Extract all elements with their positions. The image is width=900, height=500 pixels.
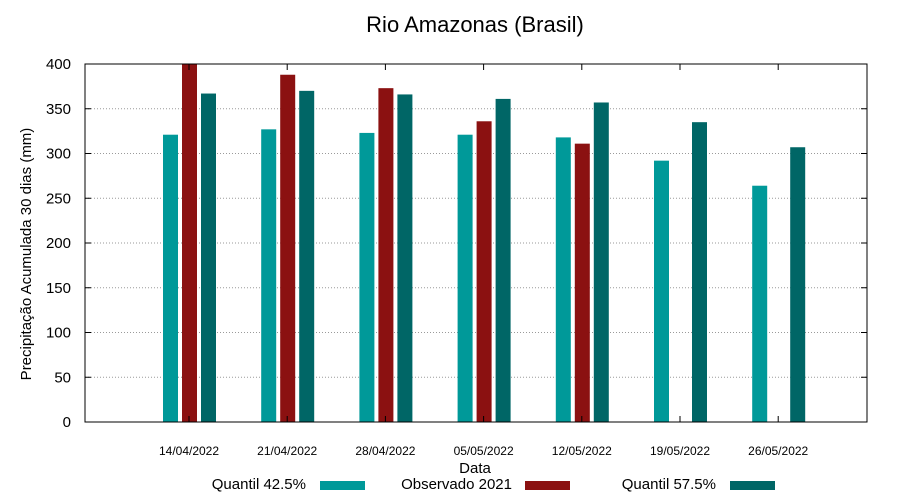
x-tick-label: 21/04/2022 bbox=[257, 444, 317, 458]
legend-label: Quantil 57.5% bbox=[622, 476, 716, 493]
legend-label: Observado 2021 bbox=[401, 476, 512, 493]
bar bbox=[280, 74, 296, 423]
y-tick-label: 150 bbox=[46, 280, 71, 297]
bar bbox=[495, 98, 511, 422]
x-axis-label: Data bbox=[459, 460, 491, 477]
bar bbox=[574, 143, 590, 422]
bar bbox=[261, 129, 277, 422]
bar bbox=[790, 147, 806, 423]
legend-swatch bbox=[320, 481, 365, 490]
bar bbox=[201, 93, 216, 422]
legend-label: Quantil 42.5% bbox=[212, 476, 306, 493]
y-tick-label: 200 bbox=[46, 235, 71, 252]
x-tick-label: 19/05/2022 bbox=[650, 444, 710, 458]
legend: Quantil 42.5% Observado 2021 Quantil 57.5% bbox=[212, 476, 775, 493]
legend-swatch bbox=[525, 481, 570, 490]
bar bbox=[692, 122, 707, 423]
y-tick-label: 0 bbox=[63, 414, 71, 431]
y-tick-label: 400 bbox=[46, 56, 71, 73]
y-tick-label: 250 bbox=[46, 190, 71, 207]
legend-swatch bbox=[730, 481, 775, 490]
y-tick-label: 100 bbox=[46, 325, 71, 342]
bar bbox=[397, 94, 413, 423]
bar bbox=[182, 64, 197, 422]
bar bbox=[299, 90, 315, 422]
bar bbox=[654, 160, 669, 422]
y-tick-label: 300 bbox=[46, 146, 71, 163]
bar bbox=[555, 137, 571, 422]
y-tick-label: 350 bbox=[46, 101, 71, 118]
bar bbox=[752, 185, 768, 422]
x-tick-label: 05/05/2022 bbox=[454, 444, 514, 458]
y-axis-label: Precipitação Acumulada 30 dias (mm) bbox=[18, 128, 35, 381]
x-tick-label: 12/05/2022 bbox=[552, 444, 612, 458]
x-axis-ticks: 14/04/2022 21/04/2022 28/04/2022 05/05/2022… bbox=[159, 64, 809, 458]
gridlines bbox=[85, 108, 867, 378]
x-tick-label: 26/05/2022 bbox=[748, 444, 808, 458]
bars bbox=[163, 64, 806, 423]
bar bbox=[593, 102, 609, 423]
x-tick-label: 14/04/2022 bbox=[159, 444, 219, 458]
bar bbox=[457, 134, 473, 422]
bar bbox=[163, 134, 178, 422]
bar bbox=[378, 88, 394, 422]
bar bbox=[359, 132, 375, 423]
bar bbox=[476, 121, 492, 422]
y-axis-ticks: 0 50 100 150 200 250 300 350 400 bbox=[46, 56, 867, 431]
chart-title: Rio Amazonas (Brasil) bbox=[366, 12, 584, 37]
x-tick-label: 28/04/2022 bbox=[355, 444, 415, 458]
y-tick-label: 50 bbox=[54, 369, 71, 386]
